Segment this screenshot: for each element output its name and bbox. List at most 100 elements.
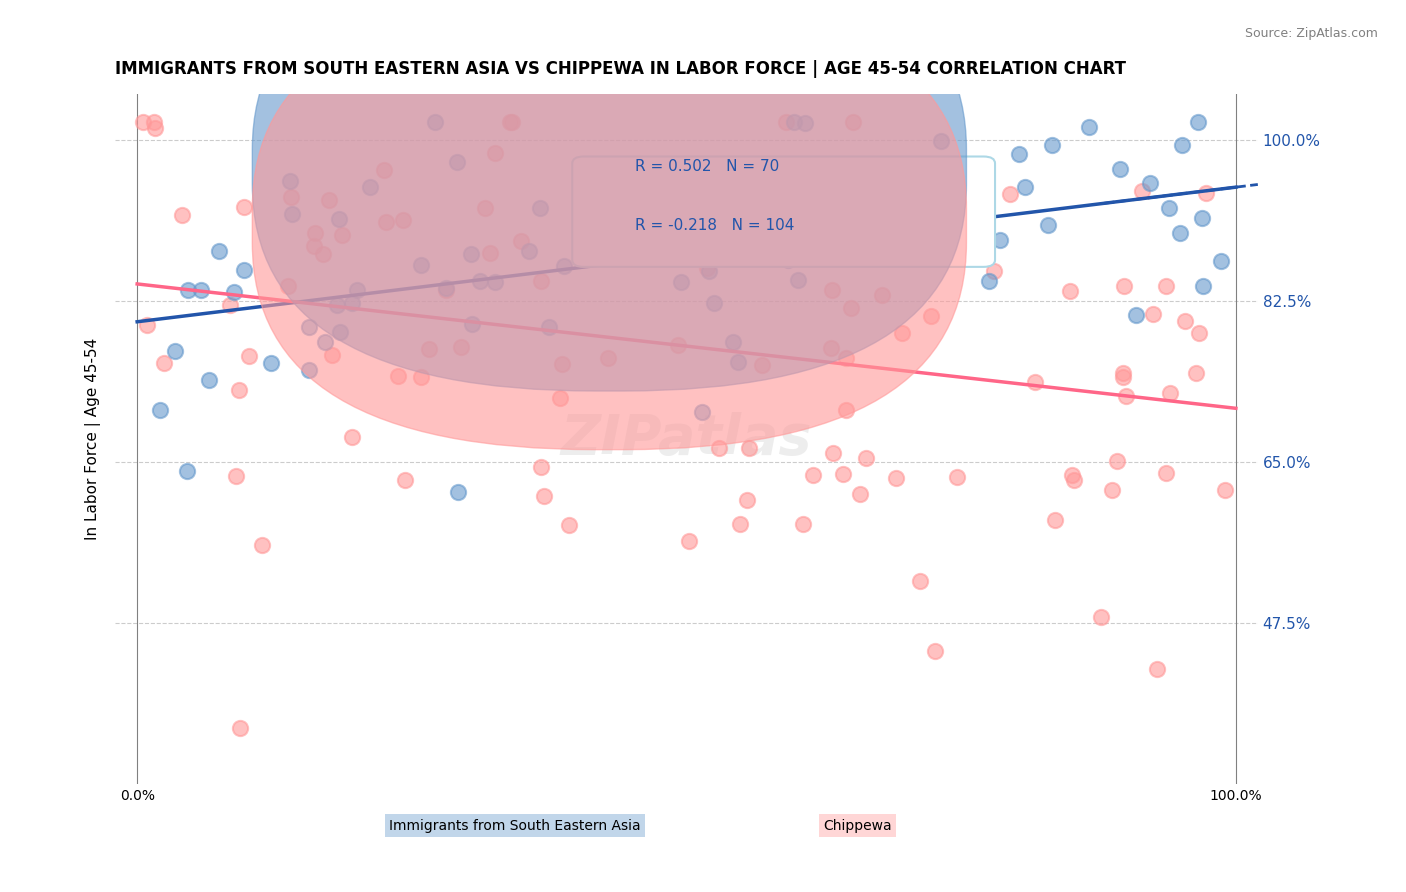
Point <box>233 263 256 277</box>
Point <box>703 296 725 310</box>
Point <box>1154 279 1177 293</box>
Point <box>1146 662 1168 676</box>
Point <box>474 201 496 215</box>
Point <box>225 469 247 483</box>
Point <box>851 216 873 230</box>
Point <box>1174 314 1197 328</box>
Point <box>1043 513 1066 527</box>
Point <box>1077 120 1099 135</box>
Point <box>714 203 737 218</box>
Point <box>799 235 821 250</box>
Point <box>1156 466 1178 480</box>
Point <box>170 208 193 222</box>
Point <box>1195 186 1218 200</box>
Point <box>450 340 472 354</box>
Point <box>924 644 946 658</box>
Point <box>302 239 325 253</box>
Point <box>1107 453 1129 467</box>
Point <box>666 338 689 352</box>
Point <box>342 296 364 310</box>
Point <box>690 404 713 418</box>
Point <box>908 574 931 589</box>
Point <box>1211 253 1233 268</box>
FancyBboxPatch shape <box>252 0 966 391</box>
Point <box>1024 376 1046 390</box>
Point <box>446 154 468 169</box>
Text: ZIPatlas: ZIPatlas <box>561 412 813 467</box>
Text: R = 0.502   N = 70: R = 0.502 N = 70 <box>636 160 779 174</box>
Point <box>792 516 814 531</box>
Point <box>312 246 335 260</box>
Point <box>678 534 700 549</box>
Point <box>831 467 853 481</box>
Point <box>132 115 155 129</box>
Point <box>425 115 447 129</box>
Point <box>697 264 720 278</box>
Point <box>392 213 415 227</box>
Point <box>820 341 842 355</box>
Point <box>387 369 409 384</box>
Point <box>224 285 246 299</box>
Point <box>484 145 506 160</box>
FancyBboxPatch shape <box>252 1 966 450</box>
Point <box>1130 184 1153 198</box>
Point <box>558 518 581 533</box>
Point <box>1185 367 1208 381</box>
Point <box>346 283 368 297</box>
Point <box>689 213 711 227</box>
Point <box>145 120 167 135</box>
Point <box>735 493 758 508</box>
Point <box>533 489 555 503</box>
Point <box>946 469 969 483</box>
Point <box>671 275 693 289</box>
Point <box>983 264 1005 278</box>
Point <box>328 212 350 227</box>
Point <box>190 283 212 297</box>
Point <box>318 193 340 207</box>
Point <box>548 391 571 405</box>
Point <box>977 274 1000 288</box>
Point <box>696 260 718 275</box>
Point <box>786 272 808 286</box>
Point <box>218 298 240 312</box>
Point <box>1213 483 1236 498</box>
Point <box>751 358 773 372</box>
Point <box>1170 137 1192 152</box>
Point <box>1187 115 1209 129</box>
Point <box>738 442 761 456</box>
Point <box>197 373 219 387</box>
Point <box>411 258 433 272</box>
Point <box>529 202 551 216</box>
Point <box>1191 211 1213 225</box>
Point <box>775 115 797 129</box>
Point <box>468 274 491 288</box>
Point <box>877 215 900 229</box>
Point <box>839 301 862 316</box>
Point <box>250 538 273 552</box>
Point <box>517 244 540 259</box>
Y-axis label: In Labor Force | Age 45-54: In Labor Force | Age 45-54 <box>86 338 101 541</box>
Point <box>153 355 176 369</box>
Point <box>1040 137 1063 152</box>
Point <box>1115 389 1137 403</box>
Point <box>208 244 231 259</box>
Point <box>447 485 470 500</box>
Point <box>853 205 876 219</box>
Point <box>1036 219 1059 233</box>
Point <box>707 441 730 455</box>
Point <box>1000 186 1022 201</box>
Text: Immigrants from South Eastern Asia: Immigrants from South Eastern Asia <box>389 819 641 832</box>
Point <box>596 351 619 365</box>
Point <box>418 342 440 356</box>
Point <box>1191 278 1213 293</box>
Point <box>228 383 250 397</box>
Point <box>776 253 799 268</box>
Point <box>1125 308 1147 322</box>
Point <box>359 180 381 194</box>
Point <box>1114 278 1136 293</box>
Point <box>136 318 159 332</box>
Point <box>461 318 484 332</box>
Point <box>870 288 893 302</box>
Point <box>1159 201 1181 215</box>
Point <box>553 259 575 273</box>
